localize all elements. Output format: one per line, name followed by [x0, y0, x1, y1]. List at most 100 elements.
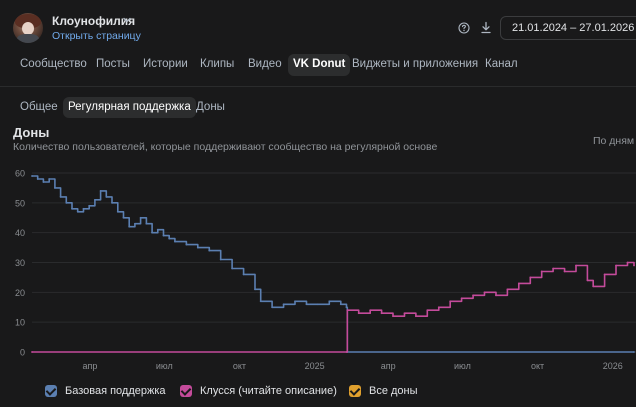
- subtab-dons[interactable]: Доны: [196, 101, 225, 113]
- series-point: [53, 187, 56, 189]
- tab-widgets-apps[interactable]: Виджеты и приложения: [352, 58, 479, 70]
- series-point: [99, 190, 102, 192]
- legend-checkbox-klussa[interactable]: [180, 385, 192, 397]
- x-tick-label: июл: [156, 361, 173, 371]
- x-tick-label: окт: [531, 361, 544, 371]
- series-point: [139, 216, 142, 219]
- series-point: [633, 264, 635, 267]
- legend-label-all: Все доны: [369, 385, 418, 397]
- series-point: [369, 309, 372, 312]
- series-point: [563, 270, 566, 273]
- series-point: [346, 309, 349, 312]
- series-point: [76, 210, 79, 213]
- date-range-picker[interactable]: 21.01.2024 – 27.01.2026: [500, 16, 636, 40]
- series-point: [116, 210, 119, 213]
- legend-checkbox-all[interactable]: [349, 385, 361, 397]
- series-point: [196, 246, 199, 249]
- series-point: [615, 264, 617, 267]
- open-page-link[interactable]: Открыть страницу: [52, 30, 141, 42]
- tab-stories[interactable]: Истории: [143, 58, 188, 70]
- series-point: [88, 204, 91, 207]
- series-point: [65, 201, 68, 204]
- series-point: [483, 291, 486, 294]
- series-point: [316, 303, 319, 306]
- series-point: [305, 303, 308, 306]
- series-point: [426, 309, 429, 312]
- tab-posts[interactable]: Посты: [96, 58, 130, 70]
- chevron-down-icon[interactable]: [122, 15, 132, 25]
- series-point: [626, 261, 629, 264]
- series-point: [282, 303, 285, 306]
- x-tick-label: 2026: [603, 361, 623, 371]
- x-tick-label: июл: [454, 361, 471, 371]
- donations-line-chart: 0 10 20 30 40 50 60 апр июл окт 2025 апр июл окт 2026: [15, 169, 636, 371]
- download-icon[interactable]: [480, 21, 492, 34]
- series-point: [36, 178, 39, 180]
- y-tick-label: 50: [15, 198, 25, 208]
- series-point: [259, 300, 262, 303]
- series-point: [603, 273, 606, 276]
- page-header: Клоунофилия Открыть страницу 21.01.2024 …: [0, 0, 636, 50]
- tab-video[interactable]: Видео: [248, 58, 282, 70]
- date-range-value: 21.01.2024 – 27.01.2026: [512, 22, 635, 34]
- series-point: [633, 351, 635, 353]
- series-point: [151, 231, 153, 234]
- x-tick-label: апр: [381, 361, 396, 371]
- community-avatar[interactable]: [13, 13, 43, 43]
- series-point: [93, 198, 96, 201]
- series-point: [403, 312, 406, 315]
- tab-clips[interactable]: Клипы: [200, 58, 235, 70]
- tabs-divider: [0, 86, 636, 87]
- series-point: [328, 300, 331, 303]
- series-point: [437, 306, 440, 309]
- series-point: [31, 175, 33, 177]
- series-point: [185, 243, 188, 246]
- stats-tabs: Сообщество Посты Истории Клипы Видео VK …: [0, 54, 636, 76]
- series-point: [380, 312, 383, 315]
- donut-subtabs: Общее Регулярная поддержка Доны: [0, 97, 636, 119]
- series-point: [506, 288, 509, 291]
- help-icon[interactable]: [458, 22, 470, 34]
- y-tick-label: 60: [15, 169, 25, 179]
- legend-label-klussa: Клусся (читайте описание): [200, 385, 337, 397]
- series-point: [145, 222, 148, 225]
- series-point: [231, 267, 234, 270]
- series-point: [529, 276, 532, 279]
- chart-title: Доны: [13, 125, 50, 140]
- series-point: [357, 312, 360, 315]
- legend-checkbox-base[interactable]: [45, 385, 57, 397]
- subtab-regular-support[interactable]: Регулярная поддержка: [63, 97, 196, 118]
- series-point: [575, 264, 577, 267]
- series-point: [345, 306, 348, 309]
- series-point: [242, 273, 245, 276]
- x-tick-label: 2025: [305, 361, 325, 371]
- series-point: [105, 195, 108, 198]
- series-point: [495, 294, 497, 297]
- series-point: [208, 249, 211, 252]
- series-point: [254, 288, 256, 291]
- series-point: [128, 225, 131, 228]
- series-point: [71, 207, 73, 210]
- series-point: [42, 181, 45, 183]
- y-tick-label: 40: [15, 228, 25, 238]
- tab-community[interactable]: Сообщество: [20, 58, 87, 70]
- period-selector[interactable]: По дням: [593, 135, 635, 147]
- series-point: [59, 195, 62, 198]
- y-tick-label: 20: [15, 288, 25, 298]
- series-point: [552, 267, 555, 270]
- series-point: [271, 306, 274, 309]
- series-point: [415, 315, 417, 318]
- series-point: [339, 303, 342, 306]
- tab-channel[interactable]: Канал: [485, 58, 518, 70]
- series-line-1: [32, 261, 635, 353]
- series-point: [219, 258, 222, 261]
- subtab-general[interactable]: Общее: [20, 101, 58, 113]
- x-tick-label: окт: [233, 361, 246, 371]
- series-point: [31, 351, 33, 353]
- series-point: [294, 300, 296, 303]
- series-point: [449, 300, 452, 303]
- series-point: [122, 216, 125, 219]
- tab-vk-donut[interactable]: VK Donut: [288, 54, 351, 76]
- community-name[interactable]: Клоунофилия: [52, 14, 136, 28]
- legend-label-base: Базовая поддержка: [65, 385, 166, 397]
